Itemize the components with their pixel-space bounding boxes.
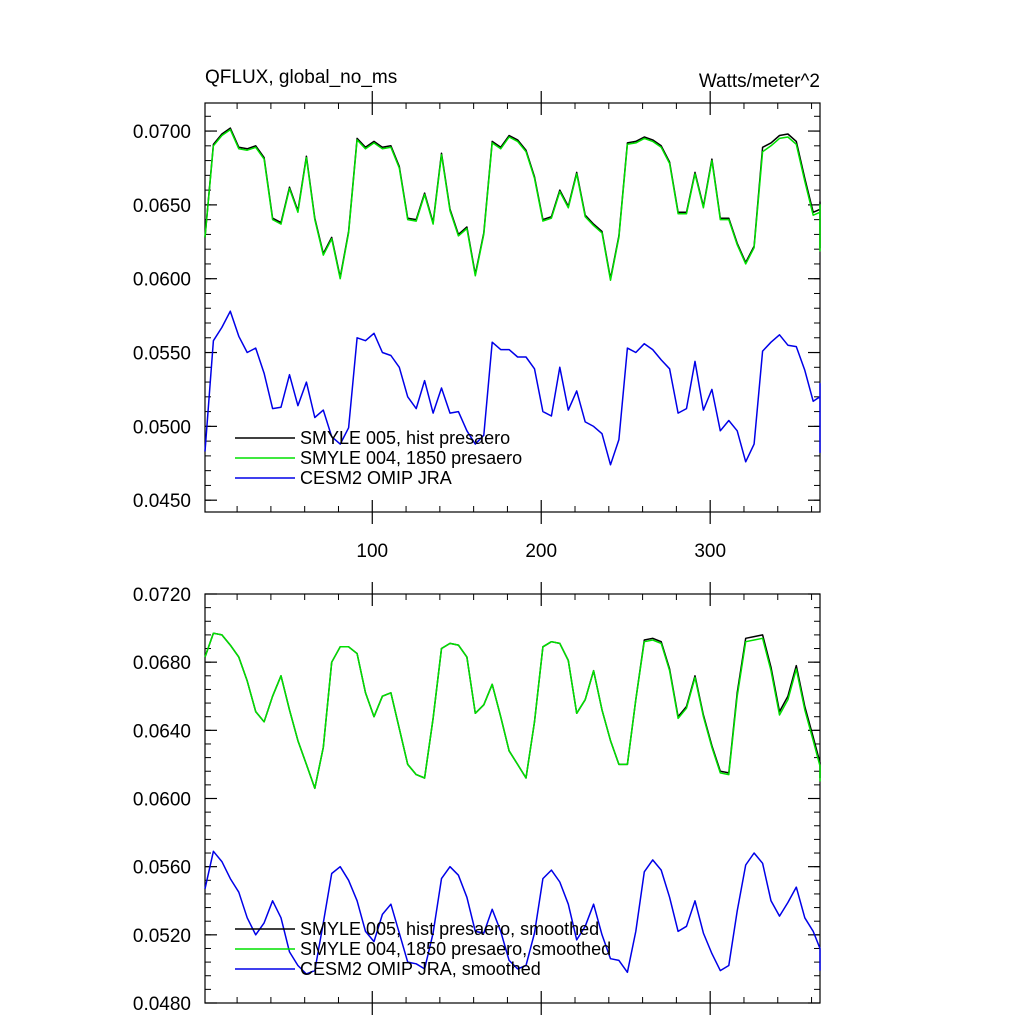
y-tick-label: 0.0520 [133, 926, 191, 947]
x-tick-label: 200 [525, 541, 557, 562]
legend-label-1: SMYLE 004, 1850 presaero, smoothed [300, 939, 611, 959]
y-tick-label: 0.0450 [133, 491, 191, 512]
y-tick-label: 0.0680 [133, 653, 191, 674]
y-tick-label: 0.0640 [133, 721, 191, 742]
legend-label-0: SMYLE 005, hist presaero [300, 428, 510, 448]
y-tick-label: 0.0480 [133, 994, 191, 1015]
y-tick-label: 0.0650 [133, 196, 191, 217]
y-tick-label: 0.0700 [133, 122, 191, 143]
y-tick-label: 0.0500 [133, 417, 191, 438]
legend-label-1: SMYLE 004, 1850 presaero [300, 448, 522, 468]
series-line-2 [204, 850, 821, 975]
y-tick-label: 0.0600 [133, 270, 191, 291]
legend-label-2: CESM2 OMIP JRA [300, 468, 452, 488]
chart-title: QFLUX, global_no_ms [205, 67, 397, 88]
top-panel: 0.0450 0.0500 0.0550 0.0600 0.0650 0.0700 100 2… [133, 67, 821, 562]
plot-frame [204, 102, 821, 513]
x-tick-label: 100 [356, 541, 388, 562]
y-tick-label: 0.0600 [133, 790, 191, 811]
series-line-1 [204, 128, 821, 281]
series-line-2 [204, 310, 821, 466]
units-label: Watts/meter^2 [699, 71, 820, 92]
bottom-panel: 0.0480 0.0520 0.0560 0.0600 0.0640 0.0680 0.07… [133, 582, 821, 1015]
x-tick-label: 300 [694, 541, 726, 562]
y-tick-label: 0.0550 [133, 344, 191, 365]
y-tick-label: 0.0560 [133, 858, 191, 879]
y-tick-label: 0.0720 [133, 585, 191, 606]
series-line-1 [204, 632, 821, 790]
legend-label-2: CESM2 OMIP JRA, smoothed [300, 959, 541, 979]
legend-label-0: SMYLE 005, hist presaero, smoothed [300, 919, 599, 939]
